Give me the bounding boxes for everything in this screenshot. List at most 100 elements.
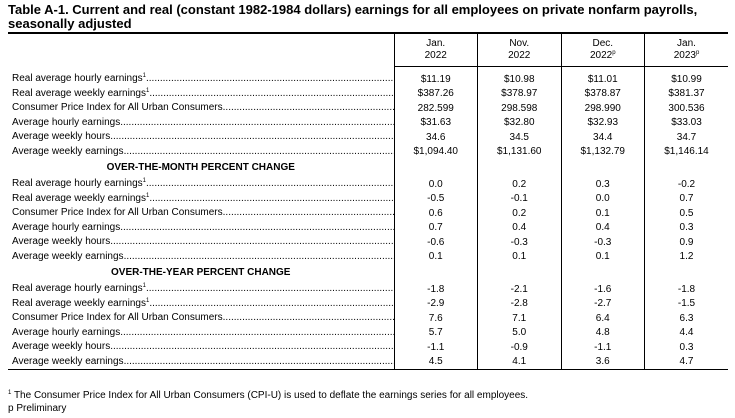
row-label-text: Average hourly earnings: [12, 116, 121, 128]
row-label-text: Average hourly earnings: [12, 326, 121, 338]
column-year: 2022: [424, 49, 447, 61]
value-cell: 7.6: [393, 311, 478, 326]
footnote-ref: 1: [142, 283, 146, 289]
row-label-text: Real average weekly earnings: [12, 192, 146, 204]
value-cell: 4.5: [393, 354, 478, 370]
value-cell: 4.7: [644, 354, 728, 370]
leader-dots: ........................................…: [110, 236, 394, 247]
earnings-table: Jan. 2022 Nov. 2022 Dec. 2022p Jan. 2023p Re…: [8, 33, 728, 370]
value-cell: 0.3: [644, 220, 728, 235]
value-cell: -1.1: [560, 340, 645, 355]
value-cell: $1,132.79: [560, 144, 645, 159]
footnote-mark: 1: [8, 390, 12, 396]
row-label: Real average hourly earnings1...........…: [8, 177, 394, 192]
value-cell: 0.1: [477, 249, 561, 264]
value-cell: 0.0: [393, 177, 478, 192]
value-cell: $381.37: [644, 86, 728, 101]
value-cell: 4.4: [644, 325, 728, 340]
column-header-period: Dec. 2022p: [560, 33, 645, 67]
value-cell: 0.3: [560, 177, 645, 192]
footnote-ref: 1: [145, 192, 150, 199]
value-cell: -1.8: [393, 282, 478, 297]
leader-dots: ........................................…: [120, 116, 394, 128]
leader-dots: ........................................…: [123, 355, 394, 367]
value-cell: -2.1: [477, 282, 561, 297]
table-row: Average weekly earnings.................…: [8, 354, 728, 370]
footnote-text: The Consumer Price Index for All Urban C…: [13, 390, 529, 401]
table-row: Real average hourly earnings1...........…: [8, 177, 728, 192]
footnote-ref: 1: [145, 87, 150, 94]
spacer-cell: [560, 66, 645, 72]
value-cell: -1.5: [644, 296, 728, 311]
leader-dots: ........................................…: [145, 178, 394, 189]
row-label: Consumer Price Index for All Urban Consu…: [8, 206, 394, 221]
value-cell: $11.19: [393, 72, 478, 87]
table-header: Jan. 2022 Nov. 2022 Dec. 2022p Jan. 2023p: [8, 33, 728, 67]
spacer-cell: [393, 66, 478, 72]
value-cell: -0.1: [477, 191, 561, 206]
value-cell: 0.6: [393, 206, 478, 221]
value-cell: -0.9: [477, 340, 561, 355]
leader-dots: ........................................…: [123, 145, 394, 157]
value-cell: $10.99: [644, 72, 728, 87]
footnote-text: p Preliminary: [8, 403, 67, 414]
empty-cell: [393, 264, 478, 282]
row-label-text: Average weekly hours: [12, 236, 111, 247]
spacer-row: [8, 66, 728, 72]
value-cell: 34.5: [477, 130, 561, 145]
empty-cell: [477, 264, 561, 282]
column-year: 2022: [589, 49, 613, 61]
empty-cell: [560, 159, 645, 177]
spacer-cell: [644, 66, 728, 72]
leader-dots: ........................................…: [149, 192, 394, 204]
row-label: Average weekly earnings.................…: [8, 250, 394, 265]
value-cell: 5.7: [393, 325, 478, 340]
value-cell: 298.990: [560, 101, 645, 116]
column-year: 2023: [673, 49, 696, 61]
empty-cell: [477, 159, 561, 177]
row-label: Average hourly earnings.................…: [8, 116, 394, 131]
footnote: p Preliminary: [8, 402, 528, 415]
row-label: Average weekly hours....................…: [8, 340, 394, 355]
title-rule: [8, 32, 728, 34]
table-row: Real average hourly earnings1...........…: [8, 72, 728, 87]
value-cell: -0.3: [477, 235, 561, 250]
value-cell: $1,146.14: [644, 144, 728, 159]
table-row: Average weekly hours....................…: [8, 130, 728, 145]
footnote-ref: 1: [145, 297, 150, 304]
value-cell: 34.6: [393, 130, 478, 145]
value-cell: 5.0: [477, 325, 561, 340]
value-cell: 6.4: [560, 311, 645, 326]
row-label: Average weekly hours....................…: [8, 235, 394, 250]
value-cell: 0.5: [644, 206, 728, 221]
value-cell: 3.6: [560, 354, 645, 370]
column-header-period: Nov. 2022: [477, 33, 561, 67]
value-cell: 1.2: [644, 249, 728, 264]
empty-cell: [644, 159, 728, 177]
row-label-text: Average weekly earnings: [12, 355, 124, 367]
value-cell: -0.5: [393, 191, 478, 206]
value-cell: $32.80: [477, 115, 561, 130]
table-row: Consumer Price Index for All Urban Consu…: [8, 206, 728, 221]
value-cell: -2.8: [477, 296, 561, 311]
value-cell: 34.7: [644, 130, 728, 145]
leader-dots: ........................................…: [222, 207, 394, 218]
row-label-text: Average hourly earnings: [12, 221, 121, 233]
value-cell: 0.7: [644, 191, 728, 206]
table-row: Average hourly earnings.................…: [8, 115, 728, 131]
value-cell: $32.93: [560, 115, 645, 130]
empty-cell: [644, 264, 728, 282]
empty-cell: [393, 159, 478, 177]
footnote: 1 The Consumer Price Index for All Urban…: [8, 389, 528, 402]
table-row: Real average hourly earnings1...........…: [8, 282, 728, 297]
column-month: Dec.: [592, 37, 614, 49]
column-month: Nov.: [509, 37, 530, 49]
value-cell: -1.8: [644, 282, 728, 297]
table-row: Consumer Price Index for All Urban Consu…: [8, 311, 728, 326]
value-cell: 0.4: [477, 220, 561, 235]
leader-dots: ........................................…: [110, 341, 394, 352]
value-cell: 0.2: [477, 206, 561, 221]
section-heading-row: OVER-THE-MONTH PERCENT CHANGE: [8, 159, 728, 177]
row-label: Average weekly hours....................…: [8, 130, 394, 145]
